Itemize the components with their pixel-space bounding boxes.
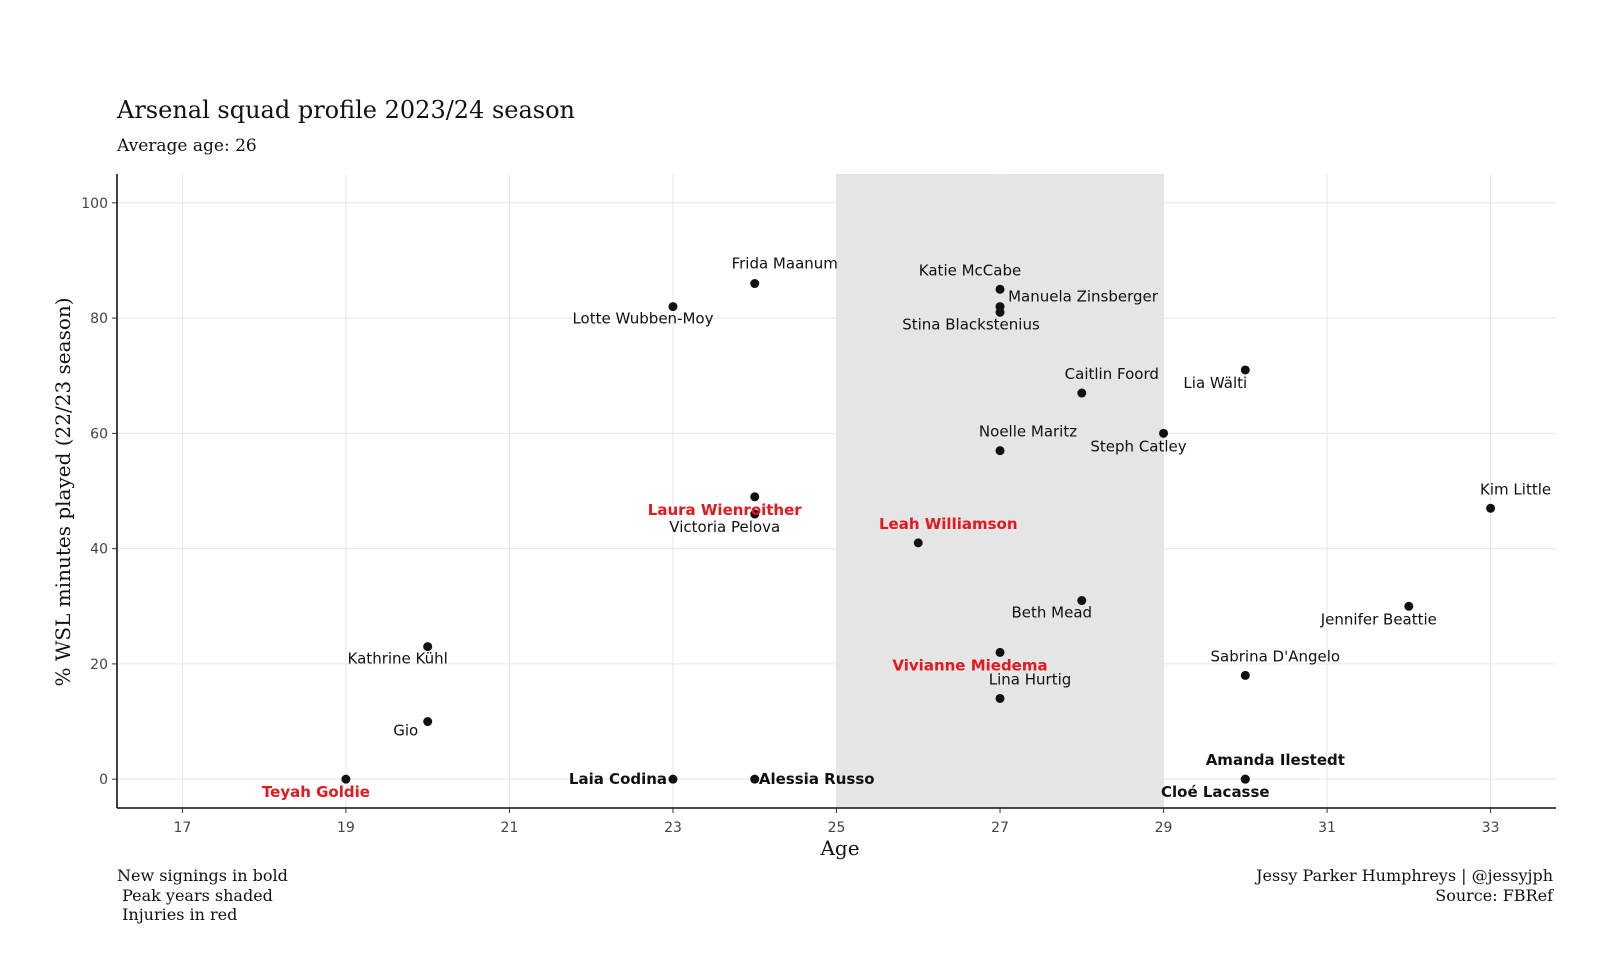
point-label: Alessia Russo bbox=[759, 770, 875, 788]
x-tick-label: 17 bbox=[173, 820, 191, 836]
data-point bbox=[1240, 670, 1250, 680]
data-point bbox=[341, 774, 351, 784]
x-tick-label: 21 bbox=[501, 820, 519, 836]
x-tick-label: 23 bbox=[664, 820, 682, 836]
x-tick-label: 31 bbox=[1318, 820, 1336, 836]
point-label: Jennifer Beattie bbox=[1320, 610, 1437, 628]
y-tick-label: 20 bbox=[90, 657, 108, 673]
point-label: Leah Williamson bbox=[879, 515, 1018, 533]
y-tick-label: 80 bbox=[90, 311, 108, 327]
points-layer bbox=[341, 279, 1496, 784]
y-axis-title: % WSL minutes played (22/23 season) bbox=[51, 297, 75, 686]
caption-notes: New signings in bold Peak years shaded I… bbox=[117, 866, 288, 924]
point-label: Vivianne Miedema bbox=[892, 656, 1047, 674]
data-point bbox=[1077, 596, 1087, 606]
data-point bbox=[1404, 601, 1414, 611]
point-label: Laia Codina bbox=[569, 770, 667, 788]
point-label: Lotte Wubben-Moy bbox=[572, 310, 713, 328]
data-point bbox=[995, 647, 1005, 657]
point-label: Manuela Zinsberger bbox=[1008, 288, 1159, 306]
x-tick-label: 19 bbox=[337, 820, 355, 836]
data-point bbox=[995, 284, 1005, 294]
data-point bbox=[995, 446, 1005, 456]
tick-labels-layer: 17 19 21 23 25 27 29 31 33 0 20 40 60 80 100 bbox=[81, 196, 1499, 836]
point-label: Laura Wienroither bbox=[648, 501, 803, 519]
point-label: Kathrine Kühl bbox=[348, 650, 448, 668]
data-point bbox=[913, 538, 923, 548]
chart-title: Arsenal squad profile 2023/24 season bbox=[117, 96, 576, 124]
data-point bbox=[1486, 503, 1496, 513]
chart-subtitle: Average age: 26 bbox=[117, 136, 257, 156]
data-point bbox=[995, 307, 1005, 317]
point-label: Stina Blackstenius bbox=[902, 315, 1040, 333]
x-tick-label: 29 bbox=[1155, 820, 1173, 836]
data-point bbox=[750, 279, 760, 289]
point-label: Gio bbox=[393, 722, 418, 740]
caption-credits: Jessy Parker Humphreys | @jessyjph Sourc… bbox=[1256, 866, 1553, 905]
data-point bbox=[668, 774, 678, 784]
data-point bbox=[1240, 774, 1250, 784]
y-tick-label: 40 bbox=[90, 542, 108, 558]
y-tick-label: 0 bbox=[99, 772, 108, 788]
x-tick-label: 33 bbox=[1482, 820, 1500, 836]
x-tick-label: 27 bbox=[991, 820, 1009, 836]
x-tick-label: 25 bbox=[828, 820, 846, 836]
point-label: Frida Maanum bbox=[732, 255, 838, 273]
y-tick-label: 100 bbox=[81, 196, 108, 212]
point-label: Lina Hurtig bbox=[989, 670, 1072, 688]
axes-layer bbox=[112, 174, 1556, 813]
point-label: Kim Little bbox=[1480, 480, 1551, 498]
data-point bbox=[750, 492, 760, 502]
point-label: Caitlin Foord bbox=[1065, 365, 1159, 383]
point-label: Beth Mead bbox=[1012, 604, 1093, 622]
point-label: Sabrina D'Angelo bbox=[1211, 647, 1341, 665]
point-label: Steph Catley bbox=[1090, 437, 1186, 455]
data-point bbox=[995, 693, 1005, 703]
data-point bbox=[423, 642, 433, 652]
data-point bbox=[750, 774, 760, 784]
point-label: Teyah Goldie bbox=[262, 783, 370, 801]
data-point bbox=[668, 302, 678, 312]
y-tick-label: 60 bbox=[90, 426, 108, 442]
point-label: Victoria Pelova bbox=[669, 518, 780, 536]
point-label: Lia Wälti bbox=[1183, 374, 1247, 392]
x-axis-title: Age bbox=[819, 836, 859, 860]
data-point bbox=[750, 509, 760, 519]
point-label: Noelle Maritz bbox=[979, 423, 1077, 441]
point-label: Cloé Lacasse bbox=[1161, 783, 1270, 801]
data-point bbox=[1240, 365, 1250, 375]
data-point bbox=[1159, 428, 1169, 438]
data-point bbox=[1077, 388, 1087, 398]
point-label: Amanda Ilestedt bbox=[1206, 751, 1345, 769]
point-labels-layer: Frida Maanum Lotte Wubben-Moy Katie McCabe… bbox=[262, 255, 1551, 802]
data-point bbox=[423, 717, 433, 727]
point-label: Katie McCabe bbox=[919, 261, 1021, 279]
